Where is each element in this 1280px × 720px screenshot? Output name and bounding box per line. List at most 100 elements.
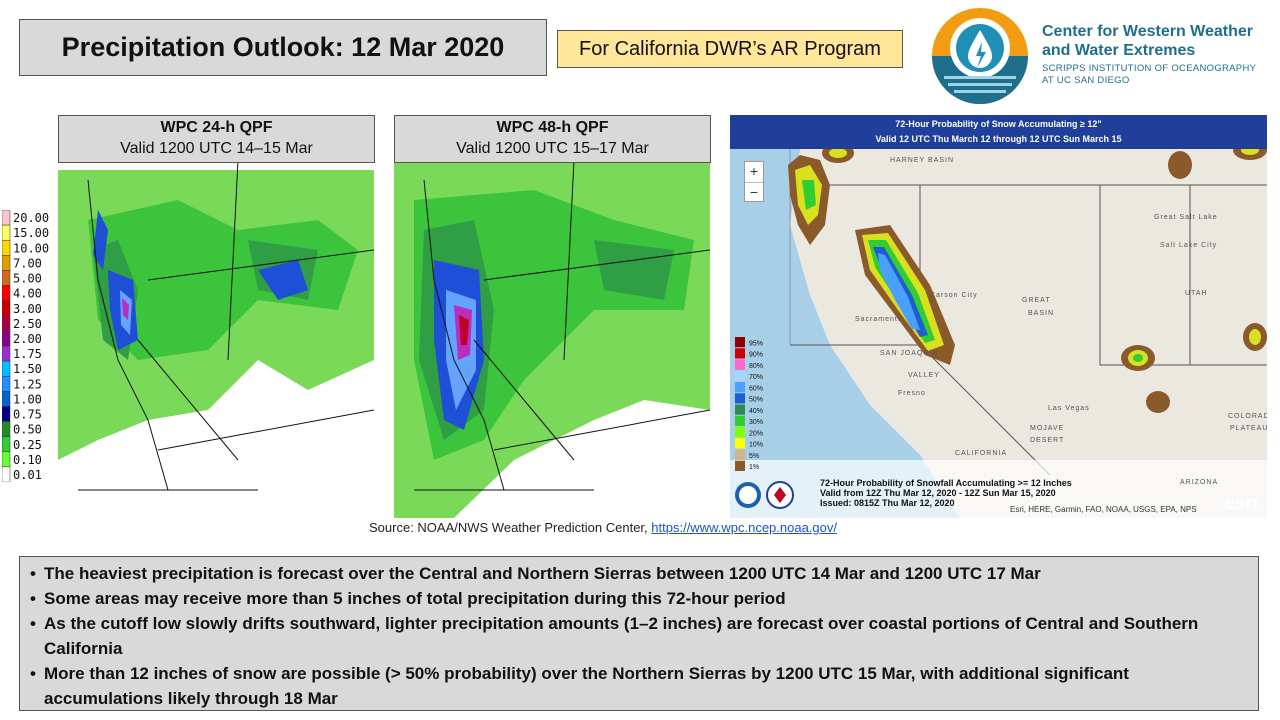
snow-legend-swatch [735, 393, 745, 404]
logo-line1: Center for Western Weather [1042, 23, 1254, 40]
map-place-label: Sacramento [855, 316, 903, 323]
summary-bullets: The heaviest precipitation is forecast o… [19, 556, 1259, 711]
cw3e-logo-icon [932, 8, 1028, 104]
snow-map-title-line2: Valid 12 UTC Thu March 12 through 12 UTC… [875, 134, 1122, 144]
page-title: Precipitation Outlook: 12 Mar 2020 [19, 19, 547, 76]
snow-legend-swatch [735, 382, 745, 393]
qpf-legend-swatch [2, 255, 11, 271]
qpf-legend-swatch [2, 239, 11, 256]
qpf-legend-label: 0.01 [13, 468, 42, 482]
snow-caption-line1: 72-Hour Probability of Snowfall Accumula… [820, 478, 1072, 488]
map-place-label: Great Salt Lake [1154, 214, 1218, 221]
qpf-legend-swatch [2, 315, 11, 332]
bullet-item: The heaviest precipitation is forecast o… [28, 561, 1250, 586]
qpf-legend-label: 1.50 [13, 362, 42, 376]
qpf-24h-title: WPC 24-h QPF [160, 119, 273, 136]
qpf-legend-swatch [2, 436, 11, 453]
snow-legend-swatch [735, 460, 745, 471]
bullet-item: More than 12 inches of snow are possible… [28, 661, 1250, 711]
map-place-label: CALIFORNIA [955, 450, 1007, 457]
map-place-label: MOJAVE [1030, 425, 1064, 432]
snow-legend-label: 40% [749, 408, 763, 415]
logo-line3: SCRIPPS INSTITUTION OF OCEANOGRAPHY [1042, 63, 1257, 74]
map-place-label: PLATEAU [1230, 425, 1267, 432]
qpf-legend-swatch [2, 270, 11, 286]
qpf-24h-header: WPC 24-h QPF Valid 1200 UTC 14–15 Mar [58, 115, 375, 163]
qpf-legend-label: 1.25 [13, 377, 42, 391]
snow-legend-swatch [735, 337, 745, 348]
map-place-label: Las Vegas [1048, 405, 1090, 412]
cw3e-logo: Center for Western Weather and Water Ext… [930, 6, 1275, 106]
snow-legend: 95% 90% 80% 70% 60% 50% 40% 30% 20% 10% 5% 1% [735, 337, 763, 471]
map-place-label: SAN JOAQUIN [880, 350, 938, 357]
qpf-legend-swatch [2, 224, 11, 241]
snow-legend-label: 5% [749, 453, 759, 460]
qpf-legend-label: 2.00 [13, 332, 42, 346]
snow-legend-label: 95% [749, 340, 763, 347]
map-place-label: VALLEY [908, 372, 940, 379]
map-attribution: Esri, HERE, Garmin, FAO, NOAA, USGS, EPA… [1010, 505, 1197, 514]
program-subtitle: For California DWR’s AR Program [557, 30, 903, 68]
snow-map-title: 72-Hour Probability of Snow Accumulating… [730, 115, 1267, 149]
snow-legend-swatch [735, 427, 745, 438]
qpf-legend-label: 0.25 [13, 438, 42, 452]
snow-legend-label: 30% [749, 419, 763, 426]
qpf-24h-valid: Valid 1200 UTC 14–15 Mar [120, 140, 313, 157]
snow-legend-swatch [735, 449, 745, 460]
snow-legend-swatch [735, 415, 745, 426]
qpf-legend-swatch [2, 421, 11, 437]
bullet-item: Some areas may receive more than 5 inche… [28, 586, 1250, 611]
zoom-out-button[interactable]: − [749, 184, 759, 200]
map-place-label: BASIN [1028, 310, 1054, 317]
logo-line2: and Water Extremes [1042, 42, 1196, 59]
qpf-legend-swatch [2, 360, 11, 377]
snow-legend-label: 90% [749, 352, 763, 359]
snow-caption: 72-Hour Probability of Snowfall Accumula… [820, 478, 1072, 508]
snow-legend-label: 80% [749, 363, 763, 370]
snow-legend-label: 10% [749, 442, 763, 449]
snow-legend-swatch [735, 370, 745, 381]
qpf-legend-swatch [2, 451, 11, 468]
snow-legend-label: 1% [749, 464, 759, 471]
qpf-legend-label: 7.00 [13, 256, 42, 270]
qpf-legend-swatch [2, 300, 11, 317]
map-place-label: DESERT [1030, 437, 1064, 444]
map-place-label: ARIZONA [1180, 479, 1218, 486]
qpf-legend-label: 3.00 [13, 302, 42, 316]
qpf-legend-swatch [2, 330, 11, 347]
snow-legend-swatch [735, 404, 745, 415]
snow-legend-label: 50% [749, 397, 763, 404]
map-place-label: UTAH [1185, 290, 1208, 297]
qpf-legend-label: 20.00 [13, 211, 49, 225]
qpf-legend-swatch [2, 391, 11, 407]
map-place-label: HARNEY BASIN [890, 157, 954, 164]
qpf-legend-label: 1.00 [13, 392, 42, 406]
qpf-legend-label: 5.00 [13, 272, 42, 286]
snow-legend-label: 60% [749, 385, 763, 392]
qpf-legend-label: 0.50 [13, 423, 42, 437]
qpf-legend-label: 1.75 [13, 347, 42, 361]
qpf-legend-label: 10.00 [13, 241, 49, 255]
snow-legend-swatch [735, 359, 745, 370]
map-place-label: Carson City [930, 292, 978, 299]
source-link[interactable]: https://www.wpc.ncep.noaa.gov/ [651, 520, 837, 535]
zoom-in-button[interactable]: + [745, 162, 763, 183]
snow-probability-map[interactable]: HARNEY BASIN Carson City GREAT BASIN Sacrame… [730, 115, 1267, 518]
map-place-label: COLORADO [1228, 413, 1267, 420]
qpf-legend-label: 0.75 [13, 408, 42, 422]
map-place-label: GREAT [1022, 297, 1051, 304]
qpf-legend-swatch [2, 210, 11, 226]
esri-logo: esri [1224, 493, 1258, 514]
qpf-legend-swatch [2, 466, 11, 482]
bullet-item: As the cutoff low slowly drifts southwar… [28, 611, 1250, 661]
logo-line4: AT UC SAN DIEGO [1042, 75, 1130, 86]
qpf-legend-label: 4.00 [13, 287, 42, 301]
qpf-48h-title: WPC 48-h QPF [496, 119, 609, 136]
qpf-legend-label: 15.00 [13, 226, 49, 240]
snow-caption-line3: Issued: 0815Z Thu Mar 12, 2020 [820, 498, 955, 508]
qpf-legend-swatch [2, 406, 11, 422]
zoom-control: + − [744, 161, 764, 202]
source-line: Source: NOAA/NWS Weather Prediction Cent… [369, 520, 837, 535]
snow-legend-label: 70% [749, 374, 763, 381]
qpf-legend-swatch [2, 375, 11, 392]
